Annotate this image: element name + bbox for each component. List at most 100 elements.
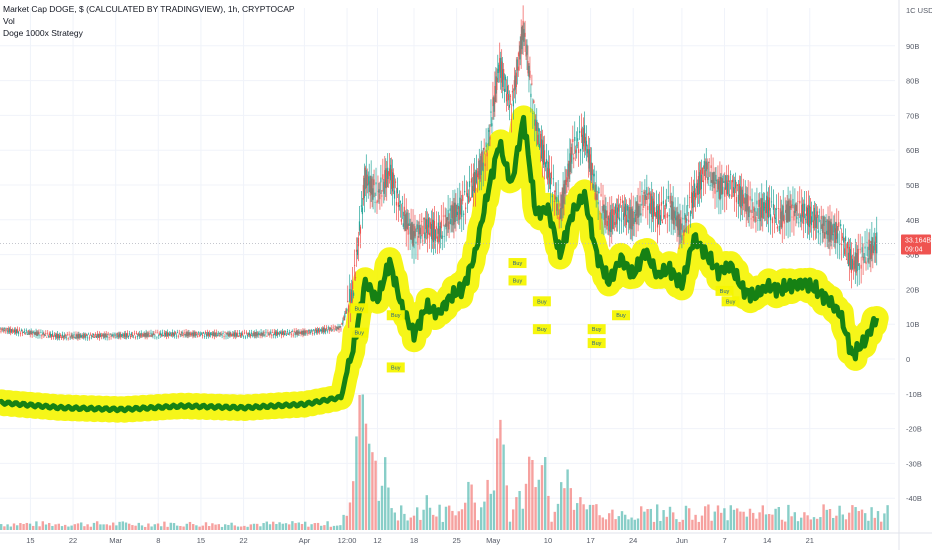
y-tick-label: -30B <box>906 459 922 468</box>
price-candle <box>845 258 848 260</box>
legend-volume-line[interactable]: Vol <box>3 16 15 26</box>
volume-bar <box>444 506 448 530</box>
price-candle <box>508 104 511 108</box>
price-candle <box>158 335 160 337</box>
price-candle <box>568 160 570 179</box>
volume-bar <box>665 516 668 530</box>
buy-label: Buy <box>391 365 401 371</box>
volume-bar <box>844 519 848 530</box>
price-candle <box>798 222 800 224</box>
price-candle <box>871 236 873 253</box>
volume-bar <box>697 521 700 530</box>
price-candle <box>391 172 394 192</box>
buy-label: Buy <box>592 341 602 347</box>
price-candle <box>44 335 46 336</box>
price-candle <box>90 335 93 337</box>
volume-bar <box>780 519 784 530</box>
price-candle <box>526 44 528 55</box>
volume-bar <box>531 460 534 530</box>
price-candle <box>589 154 591 176</box>
price-candle <box>547 161 550 178</box>
price-candle <box>347 300 349 303</box>
price-candle <box>532 113 534 114</box>
price-candle <box>60 337 62 339</box>
price-candle <box>721 178 723 195</box>
legend-symbol-line[interactable]: Market Cap DOGE, $ (CALCULATED BY TRADIN… <box>3 4 295 14</box>
price-candle <box>325 327 327 330</box>
price-candle <box>208 333 211 337</box>
x-tick-label: 22 <box>69 536 77 545</box>
price-candle <box>131 334 134 336</box>
price-candle <box>284 331 287 333</box>
price-candle <box>773 214 776 219</box>
volume-bar <box>64 524 67 530</box>
price-candle <box>399 201 401 203</box>
price-candle <box>275 331 277 336</box>
price-candle <box>104 333 106 338</box>
price-candle <box>649 203 651 214</box>
price-candle <box>634 209 636 213</box>
price-candle <box>16 329 19 333</box>
buy-label: Buy <box>391 313 401 319</box>
legend-strategy-line[interactable]: Doge 1000x Strategy <box>3 28 83 38</box>
price-candle <box>569 153 571 172</box>
price-candle <box>230 334 232 337</box>
price-candle <box>516 59 518 71</box>
price-candle <box>448 221 450 230</box>
price-candle <box>224 332 226 334</box>
volume-bar <box>528 456 531 530</box>
volume-bar <box>124 522 128 530</box>
price-candle <box>794 203 796 213</box>
price-candle <box>825 221 827 223</box>
volume-bar <box>76 523 80 530</box>
price-candle <box>29 331 31 335</box>
x-tick-label: Jun <box>676 536 688 545</box>
price-candle <box>34 332 36 335</box>
price-candle <box>344 313 346 318</box>
price-candle <box>48 336 50 337</box>
price-candle <box>289 332 291 334</box>
price-candle <box>539 143 541 149</box>
price-candle <box>590 162 592 181</box>
price-candle <box>643 191 645 194</box>
price-candle <box>161 334 163 337</box>
volume-bar <box>454 515 457 530</box>
price-candle <box>753 209 755 211</box>
price-candle <box>684 213 686 220</box>
price-candle <box>787 201 789 223</box>
price-candle <box>366 174 368 186</box>
price-candle <box>293 330 295 332</box>
volume-bar <box>748 508 752 530</box>
volume-bar <box>499 419 502 530</box>
price-candle <box>592 184 594 189</box>
price-candle <box>51 334 53 338</box>
price-candle <box>253 333 255 337</box>
price-candle <box>774 217 777 219</box>
price-candle <box>105 333 107 337</box>
price-candle <box>1 328 3 330</box>
price-candle <box>180 333 182 336</box>
price-candle <box>562 187 564 209</box>
price-candle <box>412 224 414 246</box>
price-candle <box>665 203 667 207</box>
price-candle <box>438 228 440 242</box>
price-candle <box>228 333 230 337</box>
price-candle <box>779 208 781 219</box>
price-candle <box>406 212 408 229</box>
price-candle <box>519 45 521 60</box>
price-candle <box>733 188 736 197</box>
price-candle <box>331 329 333 331</box>
volume-bar <box>265 521 268 530</box>
price-candle <box>507 94 510 101</box>
price-candle <box>363 178 365 199</box>
price-candle <box>190 334 192 336</box>
price-candle <box>70 335 72 337</box>
price-candle <box>597 201 599 205</box>
price-candle <box>471 185 474 198</box>
volume-bar <box>67 526 70 530</box>
price-candle <box>141 335 143 337</box>
volume-bar <box>691 519 694 530</box>
price-candle <box>318 330 321 333</box>
